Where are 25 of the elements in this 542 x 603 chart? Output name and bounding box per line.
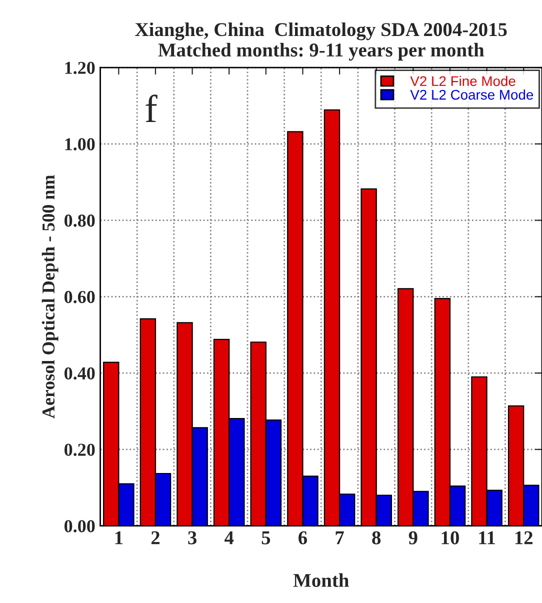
y-tick-label: 0.00 — [64, 520, 95, 532]
x-axis-title: Month — [293, 573, 349, 587]
x-tick-label: 6 — [298, 531, 308, 544]
y-tick-label: 0.20 — [64, 444, 95, 456]
y-tick-label: 0.60 — [64, 290, 95, 304]
x-tick-label: 5 — [262, 531, 270, 544]
x-tick-label: 4 — [224, 531, 234, 544]
x-tick-label: 9 — [408, 531, 418, 544]
y-tick-label: 1.00 — [65, 138, 95, 150]
x-tick-label: 1 — [115, 531, 123, 544]
x-tick-label: 11 — [479, 531, 495, 544]
y-tick-label: 1.20 — [65, 62, 95, 74]
x-tick-label: 10 — [442, 531, 459, 544]
x-tick-label: 2 — [151, 531, 160, 544]
annotation: f — [146, 94, 158, 122]
legend-label: V2 L2 Fine Mode — [410, 76, 516, 86]
x-tick-label: 7 — [336, 531, 344, 544]
x-tick-label: 3 — [188, 531, 196, 544]
x-tick-label: 12 — [515, 531, 532, 544]
y-tick-label: 0.80 — [64, 214, 95, 227]
y-tick-label: 0.40 — [64, 367, 95, 380]
chart-title: Xianghe, China Climatology SDA 2004-2015 Matched months: 9-11 years per month — [135, 22, 507, 61]
y-axis-title: Aerosol Optical Depth - 500 nm — [42, 175, 58, 418]
legend-label: V2 L2 Coarse Mode — [410, 90, 534, 100]
x-tick-label: 8 — [372, 531, 381, 544]
